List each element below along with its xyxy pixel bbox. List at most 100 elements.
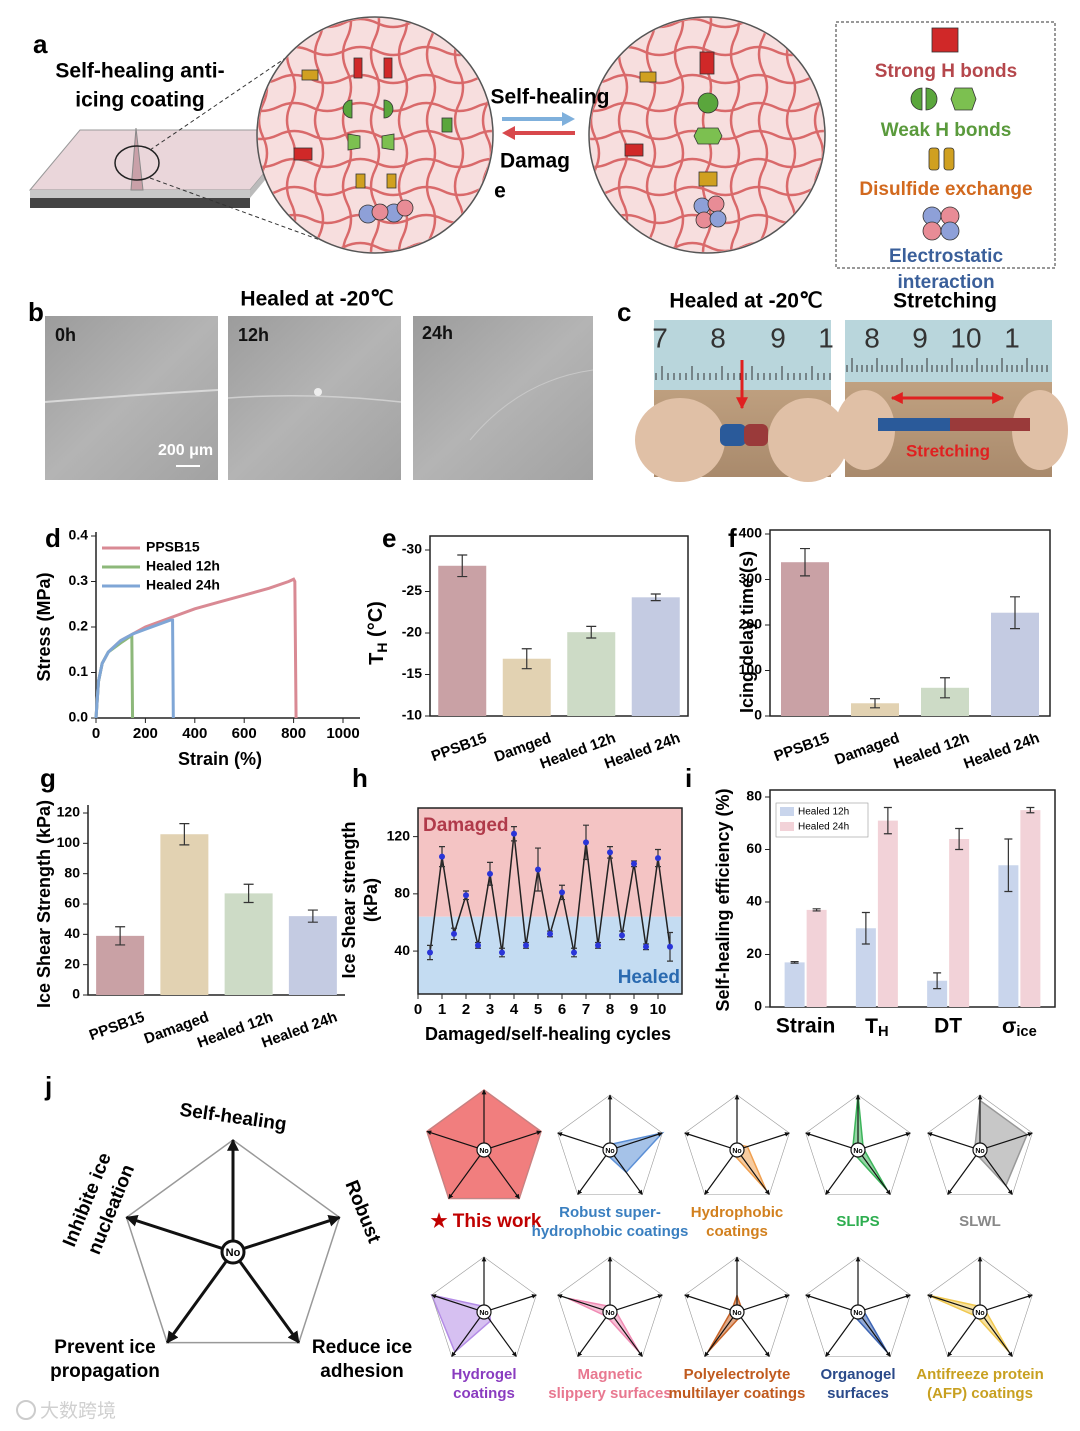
y-tick-label: 0.2 [69, 618, 89, 634]
coating-label: Self-healing anti- [55, 60, 224, 83]
x-tick-label: Healed 24h [961, 730, 1041, 773]
network-strand [258, 185, 492, 197]
image-label: 0h [55, 325, 76, 345]
radar-spoke [613, 1155, 643, 1195]
radar-center [476, 1304, 492, 1320]
network-strand [673, 18, 685, 252]
radar-spoke [704, 1317, 734, 1357]
image-label: 12h [238, 325, 269, 345]
y-tick-label: 100 [739, 661, 763, 677]
panel-label: h [352, 763, 368, 793]
error-bar [243, 883, 254, 904]
y-axis-label: Ice Shear Strength (kPa) [34, 800, 54, 1008]
network-strand [729, 18, 741, 252]
x-tick-label: 7 [582, 1001, 590, 1018]
y-tick-label: 40 [394, 942, 410, 958]
radar-center-label: No [853, 1310, 862, 1317]
radar-outline [426, 1089, 542, 1199]
x-tick-label: PPSB15 [429, 730, 489, 766]
network-strand [425, 18, 437, 252]
radar-spoke [426, 1130, 478, 1149]
bar [851, 703, 899, 716]
region [418, 916, 682, 994]
data-point [499, 949, 505, 956]
axis-label-group: Reduce ice adhesion [312, 1337, 412, 1382]
radar-outline [684, 1094, 790, 1195]
radar-spoke [947, 1317, 977, 1357]
y-tick-label: 400 [739, 525, 763, 541]
item-label: Magnetic [577, 1366, 642, 1383]
network-strand [258, 101, 492, 113]
radar-spoke [616, 1132, 663, 1149]
error-bar [521, 648, 532, 670]
radar-spoke [490, 1130, 542, 1149]
error-bar [650, 593, 661, 602]
radar-spoke [487, 1317, 517, 1357]
axis-label-group: Robust [340, 1178, 384, 1247]
radar-outline [557, 1256, 663, 1357]
ruler-number: 9 [770, 322, 786, 353]
network-strand [590, 157, 824, 169]
y-tick-label: 120 [57, 804, 81, 820]
item-label: Hydrogel [451, 1366, 516, 1383]
y-axis-label: Self-healing efficiency (%) [713, 788, 733, 1011]
panel-label: e [382, 523, 396, 553]
error-bar [933, 972, 942, 990]
item-label: surfaces [827, 1385, 889, 1402]
y-tick-label: 80 [746, 788, 762, 804]
x-tick-label: 400 [182, 725, 207, 742]
y-axis-label: Ice Shear strength [339, 821, 359, 978]
data-point [427, 949, 433, 956]
network-strand [258, 157, 492, 169]
y-tick-label: 0.0 [69, 709, 89, 725]
legend-entry: Healed 12h [798, 807, 849, 818]
y-tick-label: 0 [72, 986, 80, 1002]
ruler-number: 8 [864, 322, 880, 353]
radar-spoke [557, 1294, 604, 1311]
x-axis-label: Damaged/self-healing cycles [425, 1024, 671, 1044]
radar-center-label: No [605, 1148, 614, 1155]
bar [998, 865, 1019, 1007]
data-point [583, 839, 589, 846]
radar-spoke [825, 1317, 855, 1357]
x-tick-label: 200 [133, 725, 158, 742]
y-tick-label: 60 [64, 895, 80, 911]
data-point [571, 949, 577, 956]
bar [784, 962, 805, 1007]
radar-axis-label: Reduce ice [312, 1337, 412, 1358]
ruler-number: 8 [710, 322, 726, 353]
item-label: multilayer coatings [669, 1385, 806, 1402]
y-tick-label: 0 [754, 998, 762, 1014]
axis-label-group: Prevent ice propagation [50, 1337, 160, 1382]
bar [877, 820, 898, 1007]
y-tick-label: -30 [402, 541, 422, 557]
item-label: hydrophobic coatings [532, 1223, 689, 1240]
radar-center [972, 1142, 988, 1158]
data-point [475, 942, 481, 949]
item-label: slippery surfaces [548, 1385, 671, 1402]
network-strand [590, 185, 824, 197]
radar-spoke [125, 1215, 224, 1251]
radar-outline [431, 1256, 537, 1357]
radar-spoke [684, 1132, 731, 1149]
region-label: Damaged [423, 815, 509, 836]
panel-c-art [635, 320, 1068, 482]
legend-entry: Weak H bonds [881, 120, 1012, 141]
bar [438, 565, 487, 716]
x-tick-label: 1000 [326, 725, 359, 742]
radar-spoke [986, 1294, 1033, 1311]
item-label: Organogel [820, 1366, 895, 1383]
radar-axis-label: propagation [50, 1361, 160, 1382]
annotation: Stretching [906, 441, 990, 460]
network-strand [341, 18, 353, 252]
y-tick-label: 60 [746, 840, 762, 856]
y-axis-label: TH (°C) [365, 601, 389, 665]
x-tick-label-part: ice [1016, 1024, 1036, 1040]
radar-spoke [740, 1155, 770, 1195]
radar-center [220, 1239, 246, 1265]
error-bar [870, 698, 880, 709]
x-tick-label-part: H [878, 1024, 889, 1040]
y-tick-label: 200 [739, 616, 763, 632]
legend-entry: Disulfide exchange [859, 179, 1032, 200]
legend-entry: interaction [897, 272, 994, 293]
